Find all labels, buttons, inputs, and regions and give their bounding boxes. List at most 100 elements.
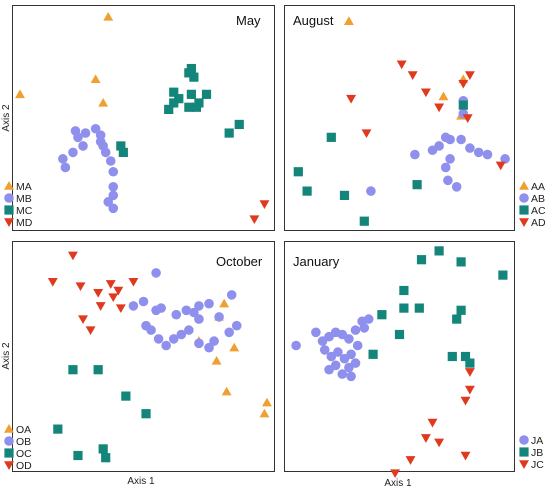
point-august-ab-14 bbox=[440, 162, 451, 173]
point-august-ad-5 bbox=[434, 103, 445, 113]
chart-marks bbox=[15, 11, 510, 479]
point-january-ja-21 bbox=[359, 323, 370, 333]
point-january-jc-1 bbox=[464, 385, 475, 395]
point-january-jb-4 bbox=[399, 285, 409, 296]
point-january-jc-5 bbox=[434, 438, 445, 448]
point-october-od-2 bbox=[75, 282, 86, 292]
point-august-ad-0 bbox=[464, 71, 475, 80]
point-may-mb-16 bbox=[58, 154, 68, 164]
point-august-ad-9 bbox=[495, 161, 506, 171]
point-october-od-4 bbox=[105, 280, 116, 289]
point-october-od-10 bbox=[85, 326, 96, 336]
point-may-mb-14 bbox=[78, 141, 88, 151]
panel-title-january: January bbox=[293, 254, 340, 269]
point-august-ab-10 bbox=[445, 134, 455, 145]
point-january-ja-19 bbox=[346, 371, 356, 382]
point-may-mc-10 bbox=[201, 89, 212, 99]
point-january-ja-11 bbox=[333, 347, 343, 357]
point-october-od-0 bbox=[67, 251, 78, 261]
point-august-ab-2 bbox=[456, 134, 466, 145]
point-october-ob-8 bbox=[194, 301, 204, 311]
point-october-oc-5 bbox=[73, 450, 83, 461]
point-october-oa-0 bbox=[219, 298, 230, 308]
point-august-ab-6 bbox=[500, 154, 510, 164]
legend-marker-mb bbox=[4, 193, 14, 203]
legend-marker-ma bbox=[4, 181, 14, 190]
point-january-jb-0 bbox=[416, 255, 427, 265]
point-may-mc-9 bbox=[186, 89, 196, 99]
point-october-od-9 bbox=[78, 315, 88, 325]
point-may-mb-13 bbox=[103, 197, 114, 207]
point-august-ad-6 bbox=[346, 94, 357, 104]
point-august-ac-6 bbox=[458, 100, 468, 110]
point-may-ma-2 bbox=[90, 74, 101, 84]
point-may-mb-3 bbox=[90, 123, 101, 134]
y-axis-label-bottom: Axis 2 bbox=[1, 342, 12, 370]
point-october-ob-7 bbox=[194, 314, 204, 324]
point-january-jb-13 bbox=[465, 358, 475, 368]
point-may-ma-0 bbox=[103, 11, 114, 21]
point-may-mc-12 bbox=[234, 119, 244, 130]
point-august-ac-1 bbox=[293, 167, 303, 177]
point-october-oa-3 bbox=[229, 342, 240, 352]
y-axis-label-top: Axis 2 bbox=[1, 104, 12, 132]
legend-marker-md bbox=[4, 218, 14, 227]
point-may-mb-7 bbox=[100, 147, 111, 158]
panel-title-october: October bbox=[216, 254, 263, 269]
point-october-ob-21 bbox=[184, 325, 194, 335]
point-august-ad-4 bbox=[420, 88, 431, 98]
legend-marker-ab bbox=[519, 193, 529, 203]
legend-label-ob: OB bbox=[16, 436, 31, 448]
panel-title-august: August bbox=[293, 13, 334, 28]
legend-marker-mc bbox=[4, 205, 14, 215]
point-august-ac-3 bbox=[339, 190, 350, 200]
point-october-ob-11 bbox=[224, 327, 234, 338]
point-january-jb-8 bbox=[394, 329, 405, 340]
point-january-ja-9 bbox=[319, 345, 330, 355]
point-august-ab-16 bbox=[451, 182, 462, 192]
point-october-ob-17 bbox=[153, 334, 164, 344]
point-january-jc-2 bbox=[460, 396, 471, 406]
legend-label-ab: AB bbox=[531, 193, 545, 205]
point-january-jb-7 bbox=[414, 303, 424, 313]
point-may-md-0 bbox=[259, 200, 270, 209]
legend-label-ja: JA bbox=[531, 435, 543, 447]
point-august-ac-2 bbox=[302, 186, 312, 196]
point-may-mc-4 bbox=[169, 98, 179, 108]
legend-marker-ac bbox=[519, 205, 529, 215]
point-october-ob-24 bbox=[209, 336, 219, 346]
point-august-ab-12 bbox=[410, 149, 420, 160]
point-october-oc-3 bbox=[53, 424, 63, 434]
point-may-ma-1 bbox=[15, 89, 25, 99]
point-may-mc-15 bbox=[116, 141, 126, 151]
point-october-ob-10 bbox=[214, 312, 224, 322]
point-january-jb-10 bbox=[456, 305, 466, 315]
point-january-ja-0 bbox=[291, 340, 301, 351]
point-january-jb-5 bbox=[399, 303, 409, 313]
point-october-ob-22 bbox=[194, 338, 204, 349]
point-may-mc-0 bbox=[169, 87, 179, 97]
point-october-ob-3 bbox=[156, 303, 166, 313]
legend-marker-od bbox=[4, 461, 14, 470]
point-may-mc-11 bbox=[164, 104, 174, 114]
point-may-mc-5 bbox=[174, 94, 184, 104]
point-october-ob-16 bbox=[146, 325, 156, 335]
point-october-ob-23 bbox=[204, 342, 214, 353]
panel-title-may: May bbox=[236, 13, 261, 28]
point-october-ob-12 bbox=[231, 320, 242, 331]
point-january-jc-4 bbox=[420, 434, 431, 443]
point-january-jb-6 bbox=[452, 314, 462, 324]
legend-label-ac: AC bbox=[531, 205, 546, 217]
point-october-od-11 bbox=[95, 302, 106, 311]
point-may-mc-13 bbox=[224, 128, 234, 138]
point-may-mb-11 bbox=[108, 190, 119, 201]
point-august-aa-2 bbox=[438, 91, 449, 101]
point-may-mc-8 bbox=[194, 98, 204, 108]
point-january-jb-3 bbox=[498, 270, 508, 280]
x-axis-label-right: Axis 1 bbox=[384, 478, 412, 489]
point-january-ja-7 bbox=[350, 325, 361, 335]
point-october-ob-18 bbox=[161, 340, 171, 351]
point-october-ob-14 bbox=[128, 301, 139, 311]
legend-label-oc: OC bbox=[16, 448, 32, 460]
point-october-oa-7 bbox=[259, 408, 270, 418]
